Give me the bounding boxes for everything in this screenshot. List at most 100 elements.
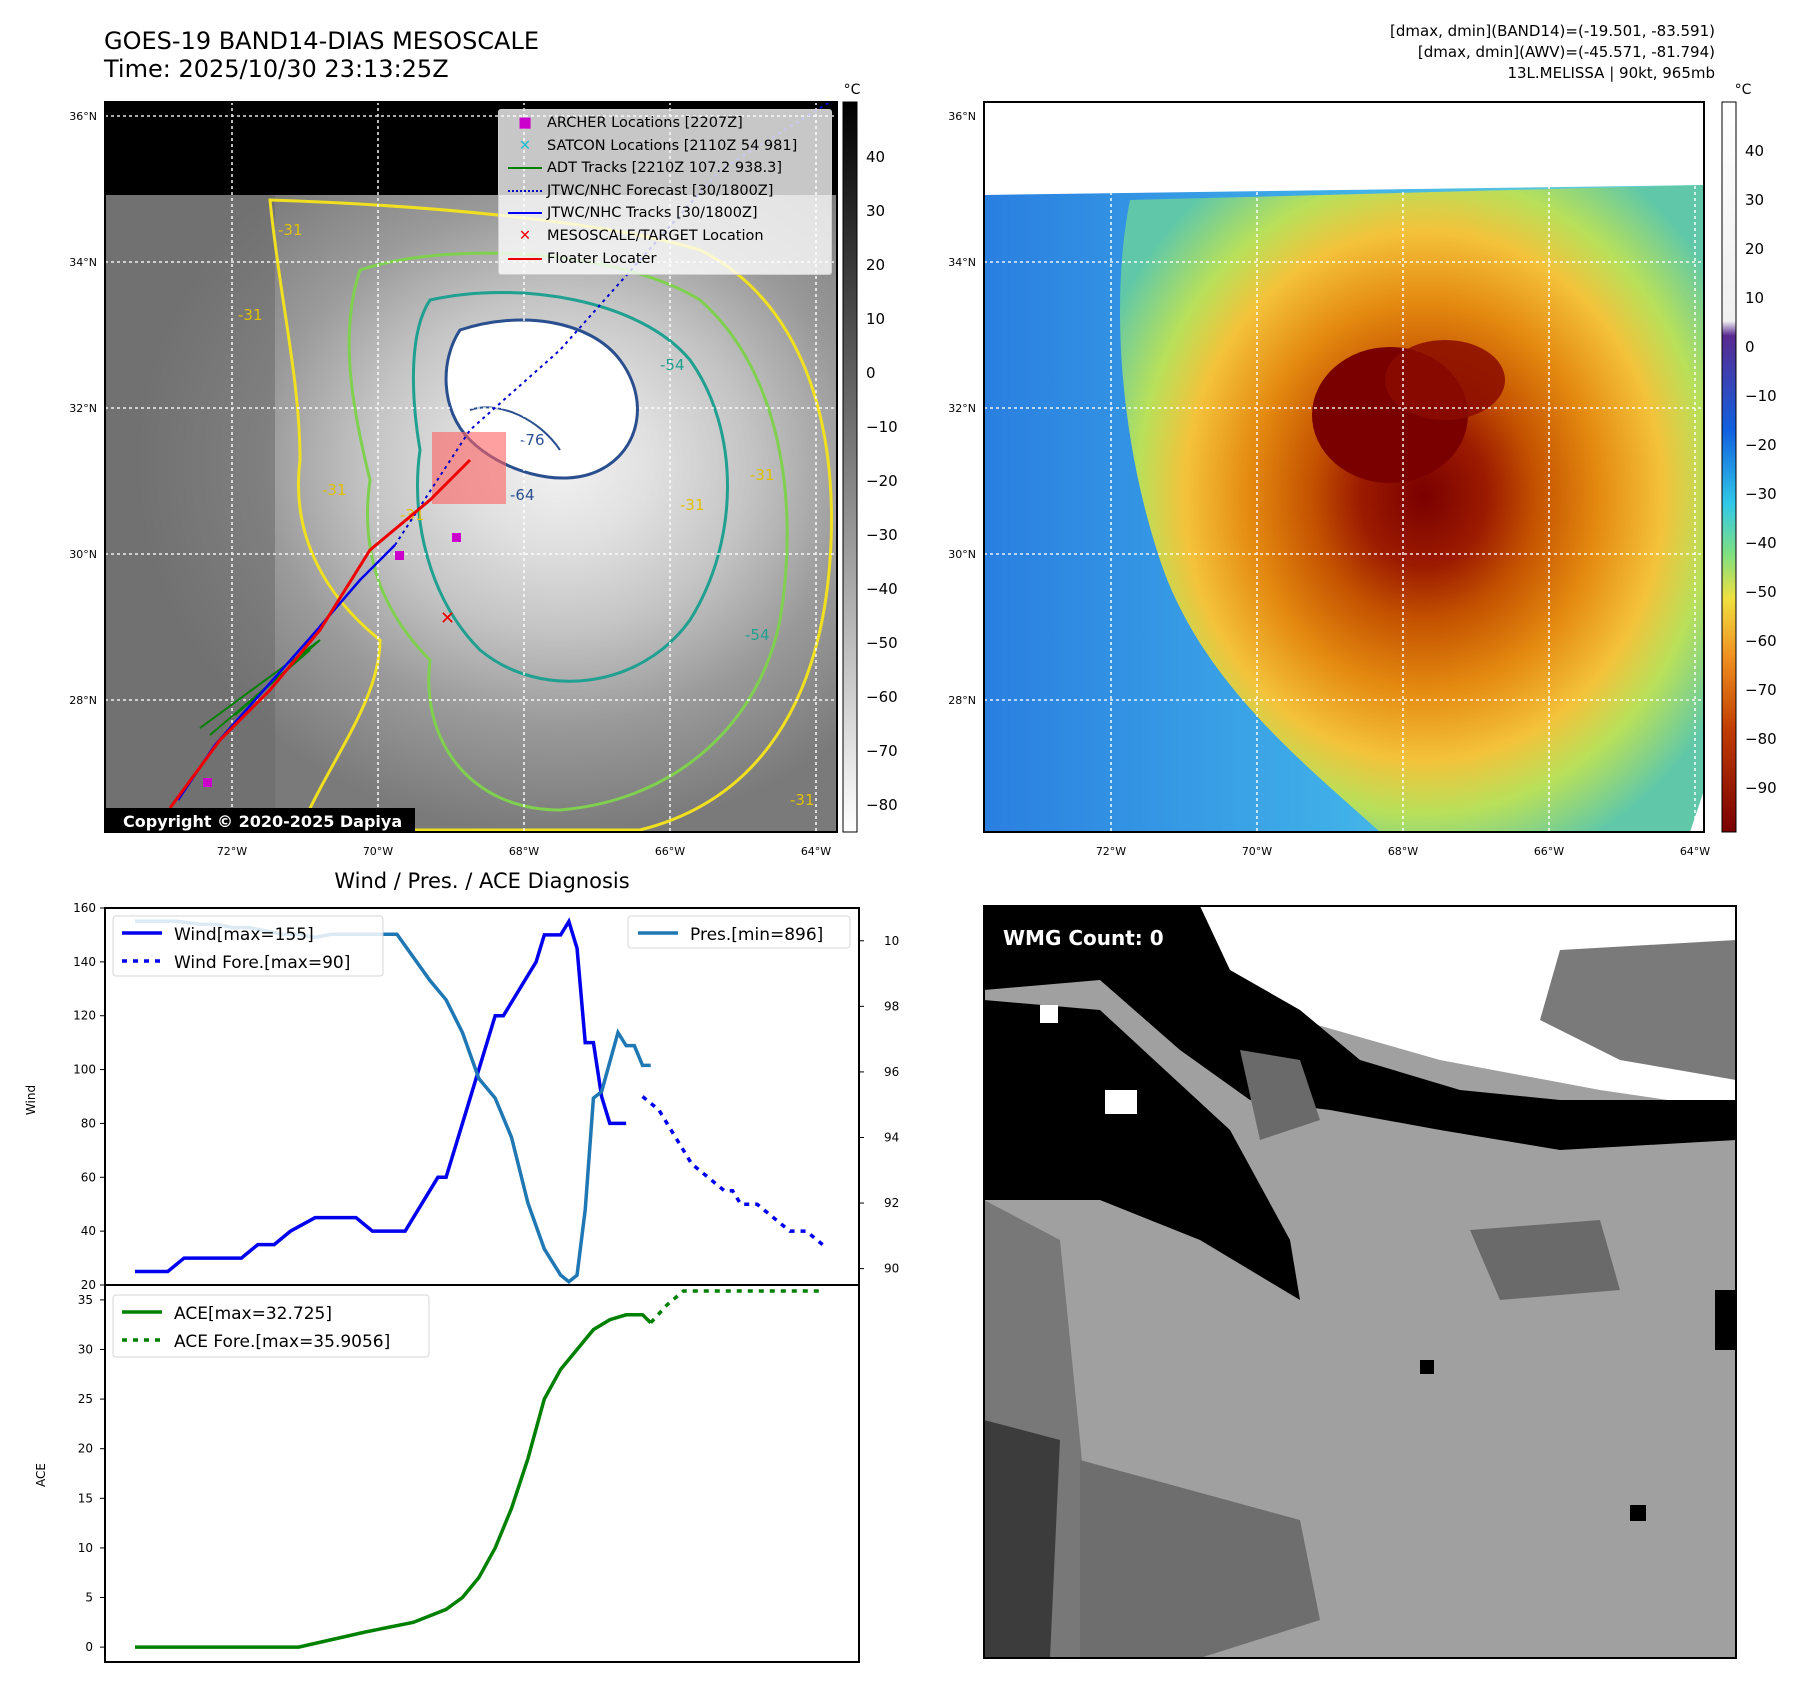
legend-entry: JTWC/NHC Tracks [30/1800Z]	[503, 202, 827, 225]
legend-entry: ✕ MESOSCALE/TARGET Location	[503, 225, 827, 248]
contour-inner	[411, 291, 729, 683]
storm-info: 13L.MELISSA | 90kt, 965mb	[1507, 64, 1715, 82]
colorbar-tick: 20	[1745, 240, 1764, 258]
y2-tick-label: 900	[884, 1262, 900, 1276]
colorbar-tick: 0	[866, 364, 876, 382]
lat-label: 34°N	[69, 256, 97, 269]
y-tick-label: 100	[73, 1063, 96, 1077]
colorbar-tick: −20	[1745, 436, 1777, 454]
colorbar-tick: −70	[1745, 681, 1777, 699]
contour-label: -54	[660, 356, 685, 374]
colorbar-tick: 40	[866, 148, 885, 166]
lon-label: 72°W	[1096, 845, 1126, 858]
colorbar-tick: −60	[1745, 632, 1777, 650]
legend-label: ACE[max=32.725]	[174, 1304, 332, 1324]
line-marker-icon	[503, 157, 547, 180]
legend-label: MESOSCALE/TARGET Location	[547, 227, 764, 244]
lat-label: 36°N	[69, 110, 97, 123]
lat-label: 30°N	[69, 548, 97, 561]
legend-label: Wind Fore.[max=90]	[174, 953, 350, 973]
adt-track	[199, 639, 321, 736]
legend-entry: ADT Tracks [2210Z 107.2 938.3]	[503, 157, 827, 180]
legend-entry: JTWC/NHC Forecast [30/1800Z]	[503, 180, 827, 203]
wind-legend	[112, 915, 384, 977]
colorbar-gray	[842, 101, 858, 833]
figure-title-line1: GOES-19 BAND14-DIAS MESOSCALE	[104, 27, 540, 55]
y-tick-label: 10	[78, 1541, 93, 1555]
colorbar-tick: −20	[866, 472, 898, 490]
y-tick-label: 80	[81, 1116, 96, 1130]
floater-locater	[168, 458, 472, 809]
lon-label: 70°W	[1242, 845, 1272, 858]
colorbar-tick: 30	[1745, 191, 1764, 209]
line-marker-icon	[503, 202, 547, 225]
ir-map-right: 36°N 34°N 32°N 30°N 28°N 72°W 70°W 68°W …	[948, 82, 1777, 858]
y-tick-label: 20	[78, 1442, 93, 1456]
line-marker-icon	[503, 180, 547, 203]
contour-label: -54	[745, 626, 770, 644]
target-x-marker: ✕	[440, 608, 455, 629]
contour-label: -31	[278, 221, 303, 239]
lon-label: 66°W	[655, 845, 685, 858]
copyright-bg	[105, 808, 415, 832]
y2-tick-label: 940	[884, 1130, 900, 1144]
contour-label: -64	[510, 486, 535, 504]
y-tick-label: 15	[78, 1491, 93, 1505]
lat-label: 28°N	[69, 694, 97, 707]
diagnosis-title: Wind / Pres. / ACE Diagnosis	[334, 869, 629, 893]
contour-label: -31	[322, 481, 347, 499]
colorbar-tick: 20	[866, 256, 885, 274]
legend-label: ACE Fore.[max=35.9056]	[174, 1332, 390, 1352]
legend-label: ARCHER Locations [2207Z]	[547, 115, 743, 131]
figure-title-line2: Time: 2025/10/30 23:13:25Z	[104, 55, 449, 83]
lon-label: 72°W	[217, 845, 247, 858]
contour-label: -31	[680, 496, 705, 514]
copyright-text: Copyright © 2020-2025 Dapiya	[123, 812, 402, 831]
colorbar-unit: °C	[844, 82, 861, 98]
legend-label: SATCON Locations [2110Z 54 981]	[547, 137, 798, 154]
series-line-1	[641, 1095, 824, 1246]
contour-label: -76	[520, 431, 545, 449]
lon-label: 66°W	[1534, 845, 1564, 858]
lon-label: 68°W	[509, 845, 539, 858]
ace-axis-label: ACE	[34, 1463, 48, 1487]
legend-entry: ✕ SATCON Locations [2110Z 54 981]	[503, 135, 827, 158]
colorbar-tick: −80	[866, 796, 898, 814]
colorbar-tick: −50	[866, 634, 898, 652]
colorbar-tick: 0	[1745, 338, 1755, 356]
colorbar-tick: −90	[1745, 779, 1777, 797]
colorbar-tick: −60	[866, 688, 898, 706]
colorbar-tick: −70	[866, 742, 898, 760]
lat-label: 30°N	[948, 548, 976, 561]
y-tick-label: 30	[78, 1342, 93, 1356]
y2-tick-label: 1000	[884, 934, 900, 948]
contour-label: -31	[750, 466, 775, 484]
lat-label: 28°N	[948, 694, 976, 707]
series-line-0	[135, 917, 627, 1274]
colorbar-tick: −10	[866, 418, 898, 436]
legend-label: ADT Tracks [2210Z 107.2 938.3]	[547, 160, 783, 177]
y2-tick-label: 980	[884, 999, 900, 1013]
colorbar-tick: −30	[1745, 485, 1777, 503]
legend-label: JTWC/NHC Tracks [30/1800Z]	[547, 205, 758, 222]
x-marker-icon: ✕	[518, 137, 532, 154]
colorbar-tick: 10	[866, 310, 885, 328]
archer-point	[452, 533, 461, 542]
colorbar-color	[1721, 101, 1737, 833]
y-tick-label: 20	[81, 1278, 96, 1292]
diagnosis-charts: Wind / Pres. / ACE Diagnosis204060801001…	[24, 869, 900, 1663]
colorbar-tick: −40	[1745, 534, 1777, 552]
legend-entry: Floater Locater	[503, 248, 827, 271]
y-tick-label: 5	[85, 1591, 93, 1605]
contour-mid	[347, 251, 789, 812]
lon-label: 70°W	[363, 845, 393, 858]
y-tick-label: 60	[81, 1170, 96, 1184]
y-tick-label: 120	[73, 1009, 96, 1023]
lat-label: 32°N	[948, 402, 976, 415]
ace-series-0	[135, 1313, 652, 1649]
legend-label: Floater Locater	[547, 250, 657, 267]
lat-label: 32°N	[69, 402, 97, 415]
y-tick-label: 140	[73, 955, 96, 969]
colorbar-unit: °C	[1735, 82, 1752, 98]
